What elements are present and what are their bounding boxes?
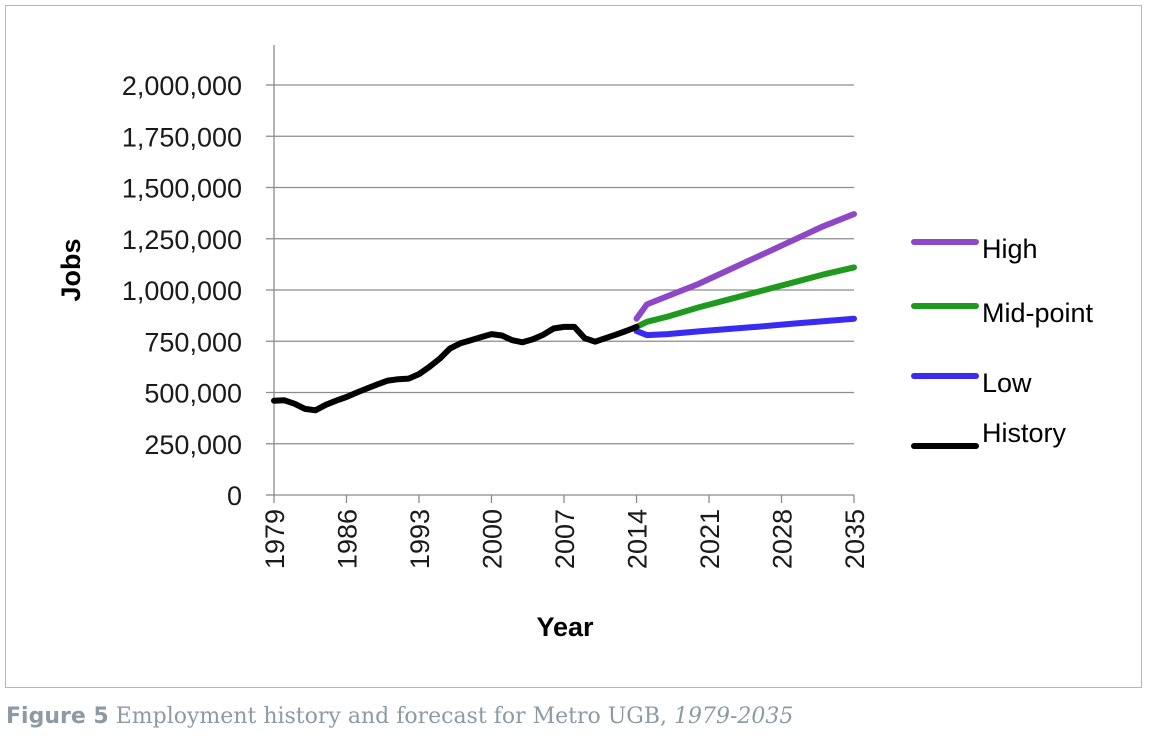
y-tick-label: 750,000 — [144, 327, 242, 357]
legend-label-high: High — [982, 234, 1038, 264]
y-tick-label: 500,000 — [144, 379, 242, 409]
x-tick-label: 2028 — [768, 509, 798, 569]
figure-caption-text: Employment history and forecast for Metr… — [115, 704, 667, 729]
x-tick-label: 2014 — [623, 509, 653, 569]
y-tick-label: 250,000 — [144, 430, 242, 460]
series-line-history — [271, 323, 640, 414]
x-axis-title: Year — [536, 612, 594, 642]
y-tick-label: 1,500,000 — [122, 174, 242, 204]
y-tick-label: 1,000,000 — [122, 276, 242, 306]
y-axis-title: Jobs — [56, 238, 86, 301]
y-tick-labels: 0 250,000 500,000 750,000 1,000,000 1,250,000… — [122, 71, 242, 511]
x-tick-label: 2035 — [840, 509, 870, 569]
y-tick-label: 0 — [227, 481, 242, 511]
legend: High Mid-point Low History — [911, 234, 1094, 449]
axes — [266, 45, 855, 503]
figure-caption-years: 1979-2035 — [674, 704, 794, 729]
y-tick-label: 1,750,000 — [122, 122, 242, 152]
x-tick-label: 1986 — [333, 509, 363, 569]
series-lines — [271, 211, 857, 414]
figure-caption: Figure 5 Employment history and forecast… — [6, 704, 793, 729]
y-tick-label: 2,000,000 — [122, 71, 242, 101]
series-line-low — [633, 315, 857, 339]
series-line-mid-point — [633, 264, 857, 330]
x-tick-label: 2007 — [550, 509, 580, 569]
y-tick-label: 1,250,000 — [122, 225, 242, 255]
x-tick-label: 1979 — [260, 509, 290, 569]
series-line-high — [633, 211, 857, 322]
legend-label-history: History — [982, 418, 1067, 448]
legend-label-mid-point: Mid-point — [982, 298, 1094, 328]
x-tick-label: 1993 — [405, 509, 435, 569]
figure-caption-label: Figure 5 — [6, 704, 109, 729]
employment-line-chart: 0 250,000 500,000 750,000 1,000,000 1,250,000… — [56, 45, 1094, 642]
grid-lines — [274, 84, 854, 445]
x-tick-label: 2000 — [478, 509, 508, 569]
figure-frame — [5, 5, 1142, 688]
x-tick-label: 2021 — [695, 509, 725, 569]
x-tick-labels: 1979 1986 1993 2000 2007 2014 2021 2028 2035 — [260, 509, 870, 569]
legend-label-low: Low — [982, 368, 1032, 398]
